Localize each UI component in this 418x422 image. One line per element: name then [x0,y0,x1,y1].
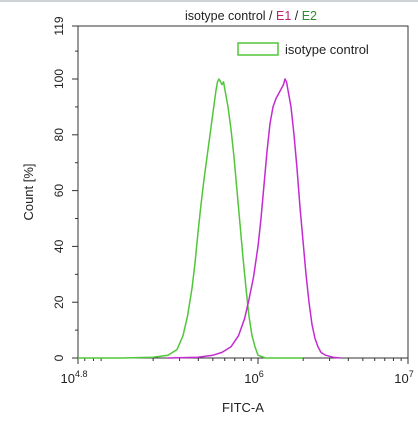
x-tick-label-base: 10 [394,371,408,386]
chart-title-part: / [291,9,301,23]
y-axis-label: Count [%] [21,163,36,220]
x-tick-label-base: 10 [244,371,258,386]
x-tick-label: 107 [394,369,413,386]
y-tick-label: 0 [52,354,66,361]
legend-swatch [237,42,279,56]
x-tick-label-exponent: 4.8 [75,369,88,379]
x-tick-label: 106 [244,369,263,386]
chart-title: isotype control / E1 / E2 [185,9,317,23]
y-tick-label: 100 [52,69,66,89]
chart-title-part: isotype control [185,9,266,23]
series-line-2 [167,78,341,359]
y-tick-label: 119 [52,16,66,35]
series-line-1 [78,78,303,359]
chart-title-part: E1 [276,9,291,23]
chart-title-part: / [266,9,276,23]
x-tick-label: 104.8 [61,369,88,386]
legend-label: isotype control [285,42,369,57]
y-tick-label: 80 [52,128,66,142]
y-tick-label: 20 [52,295,66,309]
x-tick-label-exponent: 6 [259,369,264,379]
y-tick-label: 60 [52,184,66,198]
y-tick-label: 40 [52,239,66,253]
chart-title-part: E2 [302,9,317,23]
x-tick-label-exponent: 7 [409,369,414,379]
legend: isotype control [237,42,369,57]
x-tick-label-base: 10 [61,371,75,386]
x-axis-label: FITC-A [222,400,264,415]
